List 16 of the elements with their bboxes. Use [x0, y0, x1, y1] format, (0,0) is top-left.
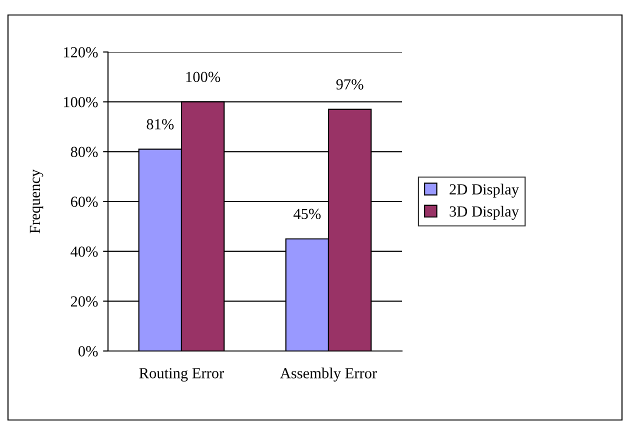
- x-tick-label: Routing Error: [139, 368, 224, 382]
- y-axis-title: Frequency: [30, 169, 44, 234]
- y-tick-label: 120%: [64, 47, 98, 58]
- y-tick-label: 100%: [64, 96, 98, 108]
- data-label: 100%: [186, 72, 220, 82]
- legend-label: 3D Display: [450, 206, 519, 220]
- y-tick-label: 60%: [70, 196, 98, 207]
- data-label: 45%: [293, 208, 321, 220]
- y-tick-label: 80%: [70, 146, 98, 158]
- y-tick-label: 0%: [78, 346, 98, 356]
- data-label: 97%: [336, 79, 364, 90]
- x-tick-label: Assembly Error: [280, 368, 377, 382]
- legend-label: 2D Display: [450, 184, 519, 198]
- y-tick-label: 40%: [70, 246, 98, 257]
- y-tick-label: 20%: [70, 296, 98, 307]
- data-label: 81%: [146, 119, 174, 130]
